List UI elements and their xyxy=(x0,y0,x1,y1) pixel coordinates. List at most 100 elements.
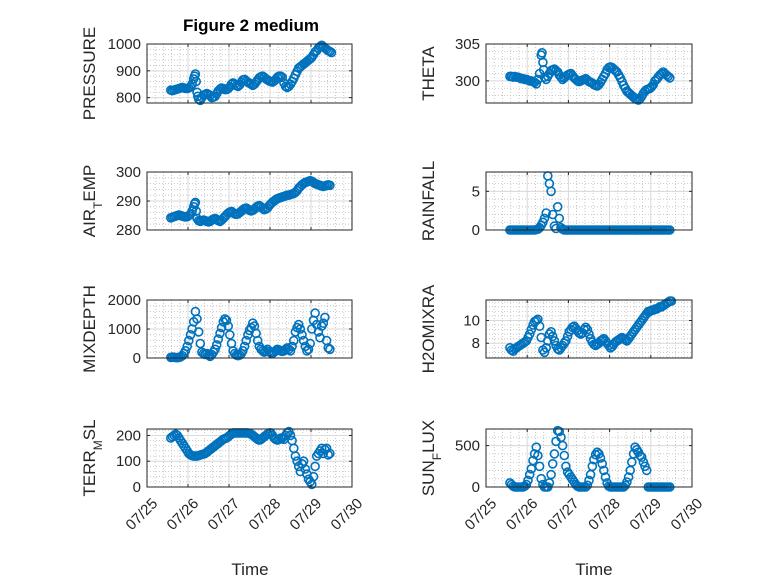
y-tick-label: 1000 xyxy=(108,36,141,53)
data-point xyxy=(587,461,598,472)
data-point xyxy=(285,430,296,441)
data-point xyxy=(534,461,545,472)
data-point xyxy=(539,347,550,358)
data-point xyxy=(531,79,542,89)
y-axis-label-part: RAINFALL xyxy=(419,161,438,241)
data-point xyxy=(225,329,235,340)
x-axis-label-right: Time xyxy=(575,560,612,579)
y-tick-label: 900 xyxy=(116,63,141,80)
data-point xyxy=(318,318,329,329)
data-point xyxy=(666,296,677,306)
data-point xyxy=(185,329,196,340)
axis-box xyxy=(485,171,693,231)
data-point xyxy=(169,430,179,441)
data-point xyxy=(325,448,335,459)
data-point xyxy=(546,469,556,480)
data-point xyxy=(537,47,547,58)
data-point xyxy=(664,73,675,83)
data-point xyxy=(303,344,314,355)
data-point xyxy=(552,202,563,212)
data-point xyxy=(215,328,225,339)
data-point xyxy=(300,464,311,474)
subplot-4: 0 5 RAINFALL xyxy=(419,161,693,241)
subplot-2: 300 305 THETA xyxy=(419,36,693,105)
data-point xyxy=(528,455,538,466)
data-point xyxy=(213,334,224,344)
data-point xyxy=(310,461,320,472)
data-point xyxy=(192,314,202,324)
data-point xyxy=(536,473,547,484)
data-point xyxy=(524,469,535,480)
data-point xyxy=(216,322,227,333)
y-tick-label: 100 xyxy=(116,453,141,470)
y-axis-label-part: MIXDEPTH xyxy=(80,285,99,373)
y-tick-label: 0 xyxy=(472,479,480,496)
data-point xyxy=(238,345,248,356)
data-point xyxy=(320,312,330,323)
y-tick-label: 305 xyxy=(455,36,480,53)
axis-box xyxy=(146,428,353,488)
y-axis-label-part: H2OMIXRA xyxy=(419,284,438,373)
data-point xyxy=(546,186,556,197)
data-point xyxy=(549,449,560,459)
data-point xyxy=(241,335,251,346)
y-axis-label: THETA xyxy=(419,46,438,101)
y-axis-label-part: M xyxy=(91,440,105,450)
data-point xyxy=(600,472,611,482)
y-tick-label: 0 xyxy=(472,222,480,239)
y-tick-label: 300 xyxy=(116,164,141,181)
y-tick-label: 0 xyxy=(133,479,141,496)
data-point xyxy=(288,335,299,346)
data-point xyxy=(547,331,558,342)
data-point xyxy=(193,327,204,337)
data-point xyxy=(252,335,263,346)
data-point xyxy=(584,329,594,339)
data-point xyxy=(638,457,649,467)
figure-title: Figure 2 medium xyxy=(183,16,319,35)
y-axis-label: H2OMIXRA xyxy=(419,284,438,373)
y-tick-label: 0 xyxy=(133,350,141,367)
subplot-3: 280 290 300 AIRTEMP xyxy=(80,164,353,239)
data-point xyxy=(598,465,609,476)
y-axis-label-part: EMP xyxy=(80,165,99,202)
data-point xyxy=(546,326,556,337)
data-point xyxy=(534,321,545,332)
y-axis-label: MIXDEPTH xyxy=(80,285,99,373)
data-point xyxy=(323,449,334,460)
data-point xyxy=(292,456,302,467)
data-point xyxy=(582,480,593,491)
data-point xyxy=(641,465,652,476)
axis-box xyxy=(485,299,693,359)
data-point xyxy=(595,453,606,463)
data-point xyxy=(305,338,316,349)
y-axis-label-part: SUN xyxy=(419,460,438,496)
y-axis-label-part: LUX xyxy=(419,420,438,453)
y-axis-label-part: TERR xyxy=(80,450,99,496)
data-point xyxy=(582,324,593,335)
data-point xyxy=(191,76,201,87)
axis-box xyxy=(485,43,693,104)
subplot-1: 800 900 1000 PRESSURE xyxy=(80,27,353,120)
data-point xyxy=(523,475,533,486)
data-point xyxy=(559,450,570,461)
y-tick-label: 800 xyxy=(116,90,141,107)
data-point xyxy=(285,345,296,356)
axis-box xyxy=(146,43,353,104)
data-point xyxy=(636,452,647,463)
y-tick-label: 200 xyxy=(116,427,141,444)
y-tick-label: 500 xyxy=(455,438,480,455)
data-point xyxy=(323,343,334,353)
y-tick-label: 1000 xyxy=(108,321,141,338)
data-point xyxy=(180,345,191,356)
data-point xyxy=(308,471,319,482)
data-point xyxy=(223,321,233,331)
data-point xyxy=(549,336,560,346)
data-point xyxy=(190,197,201,208)
subplot-6: 8 10 H2OMIXRA xyxy=(419,284,693,373)
y-tick-label: 280 xyxy=(116,222,141,239)
data-point xyxy=(541,342,552,353)
data-point xyxy=(561,461,571,472)
axis-box xyxy=(485,428,693,488)
data-point xyxy=(325,180,335,191)
